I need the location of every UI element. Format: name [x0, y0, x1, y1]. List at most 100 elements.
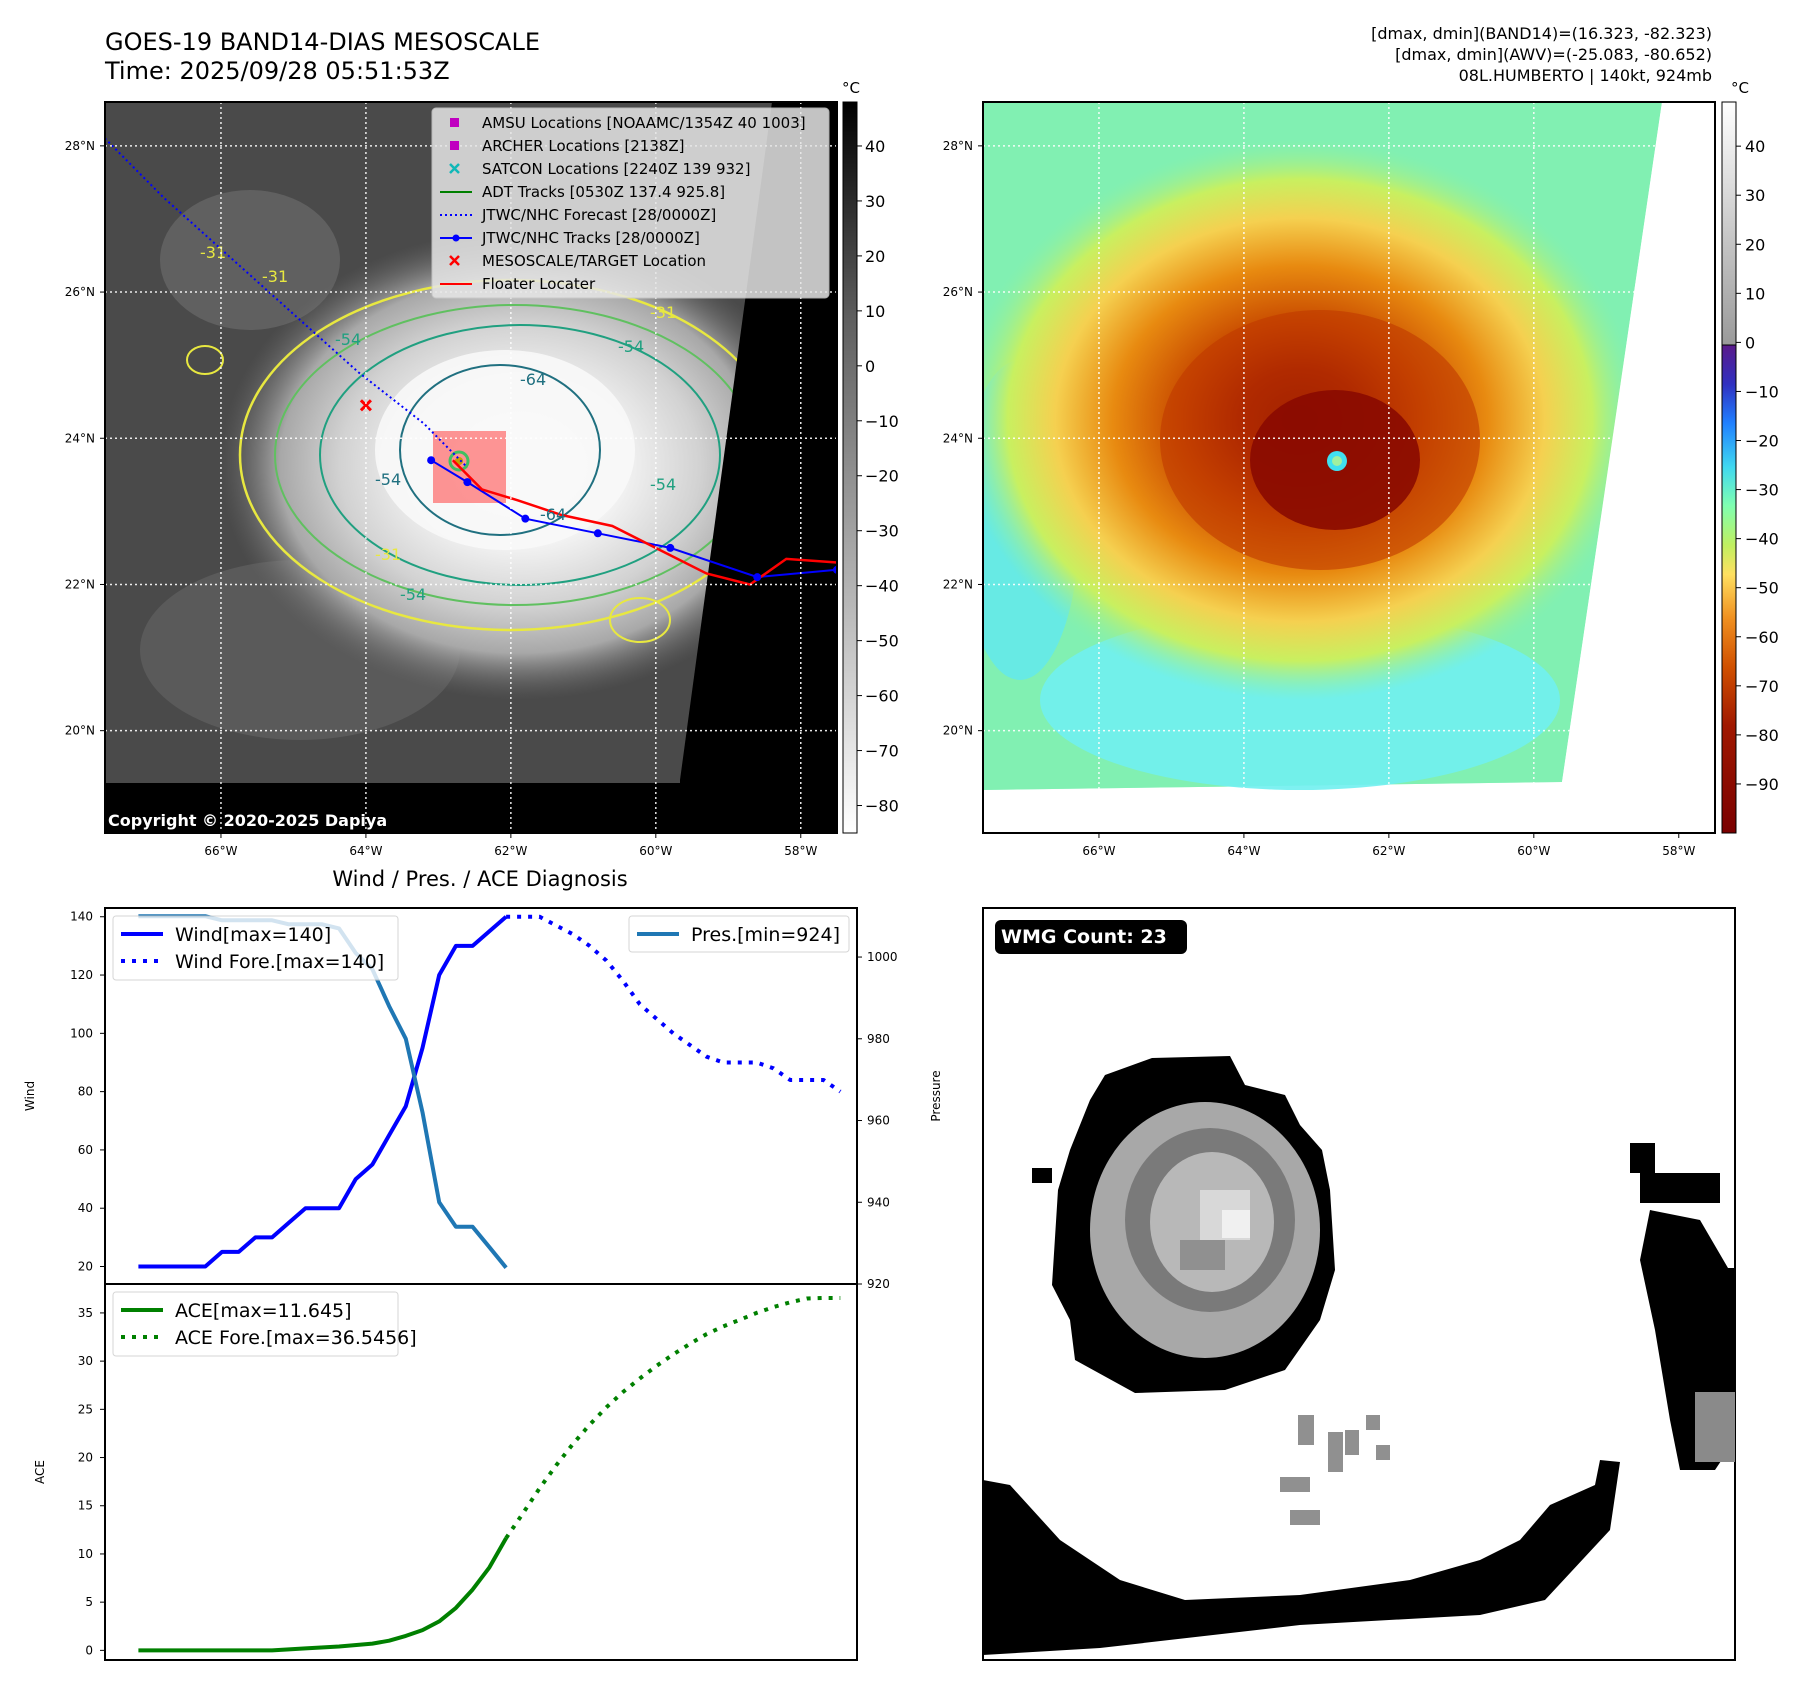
best-track: [430, 459, 837, 579]
target-box: [433, 431, 506, 503]
contour-label: -31: [262, 267, 288, 286]
ir-colorbar: °C 40 30 20 10 0 −10 −20 −30 −40 −50 −60 −70 −80 −90: [1721, 79, 1779, 834]
colorbar-tick-label: −40: [865, 577, 899, 596]
colorbar-unit: °C: [842, 79, 860, 97]
colorbar-unit: °C: [1731, 79, 1749, 97]
lat-tick-label: 26°N: [65, 285, 95, 299]
colorbar-tick-label: −70: [865, 742, 899, 761]
legend-label: MESOSCALE/TARGET Location: [482, 252, 706, 270]
wmg-badge: [995, 920, 1187, 954]
y-tick-label: 5: [85, 1595, 93, 1609]
target-x-mark: [359, 399, 372, 412]
ir-imagery: [983, 102, 1715, 833]
y-tick-label: 35: [78, 1306, 93, 1320]
colorbar-tick-label: −60: [1745, 628, 1779, 647]
legend-label: Wind Fore.[max=140]: [175, 951, 384, 973]
lon-tick-label: 58°W: [784, 844, 817, 858]
copyright: Copyright © 2020-2025 Dapiya: [108, 811, 387, 830]
colorbar-tick-label: −90: [1745, 775, 1779, 794]
legend-marker: [449, 163, 460, 174]
series-line: [138, 1537, 508, 1653]
legend-marker: [449, 255, 460, 266]
track-point: [521, 514, 530, 523]
colorbar-tick-label: −50: [865, 632, 899, 651]
legend-label: ACE Fore.[max=36.5456]: [175, 1327, 417, 1349]
y-right-tick-label: 960: [867, 1114, 890, 1128]
wmg-imagery: [983, 1056, 1735, 1655]
y-right-tick-label: 980: [867, 1032, 890, 1046]
contour-label: -64: [540, 505, 566, 524]
colorbar-tick-label: 40: [865, 137, 885, 156]
diagnosis-panel: Wind / Pres. / ACE Diagnosis 20 40 60 80 100…: [23, 867, 943, 1661]
track-point: [884, 551, 892, 559]
legend-label: JTWC/NHC Forecast [28/0000Z]: [481, 206, 716, 224]
colorbar-tick-label: −30: [865, 522, 899, 541]
track-point: [427, 456, 436, 465]
y-tick-label: 120: [70, 968, 93, 982]
colorbar-tick-label: −80: [1745, 726, 1779, 745]
lat-tick-label: 26°N: [943, 285, 973, 299]
colorbar-tick-label: −50: [1745, 579, 1779, 598]
colorbar-tick-label: −30: [1745, 481, 1779, 500]
contour-label: -54: [650, 475, 676, 494]
colorbar-tick-label: −80: [865, 797, 899, 816]
lon-tick-label: 62°W: [1372, 844, 1405, 858]
storm-info: 08L.HUMBERTO | 140kt, 924mb: [1459, 66, 1712, 85]
y-tick-label: 60: [78, 1143, 93, 1157]
colorbar-tick-label: −10: [865, 412, 899, 431]
legend-marker: [450, 141, 459, 150]
wmg-count: WMG Count: 23: [1001, 926, 1167, 948]
colorbar-tick-label: −20: [1745, 432, 1779, 451]
legend-label: ARCHER Locations [2138Z]: [482, 137, 685, 155]
legend-label: Wind[max=140]: [175, 924, 331, 946]
lon-tick-label: 64°W: [349, 844, 382, 858]
legend-item: JTWC/NHC Tracks [28/0000Z]: [440, 229, 700, 247]
chart-legend: Wind[max=140] Wind Fore.[max=140]: [112, 915, 399, 981]
wmg-panel: WMG Count: 23: [982, 907, 1736, 1661]
lon-tick-label: 66°W: [204, 844, 237, 858]
contour-label: -54: [618, 337, 644, 356]
contour-label: -54: [375, 470, 401, 489]
colorbar-tick-label: 0: [865, 357, 875, 376]
legend-item: MESOSCALE/TARGET Location: [449, 252, 706, 270]
y-tick-label: 80: [78, 1085, 93, 1099]
map-panel: -31 -31 -31 -31 -54 -54 -54 -54 -64 -54 …: [65, 79, 899, 858]
floater-track: [452, 459, 837, 586]
legend-label: Floater Locater: [482, 275, 596, 293]
contour-label: -54: [400, 585, 426, 604]
diagnosis-title: Wind / Pres. / ACE Diagnosis: [332, 867, 627, 891]
figure-time: Time: 2025/09/28 05:51:53Z: [104, 57, 450, 85]
lon-tick-label: 58°W: [1662, 844, 1695, 858]
y-tick-label: 20: [78, 1260, 93, 1274]
legend-item: Floater Locater: [440, 275, 596, 293]
lat-tick-label: 28°N: [943, 139, 973, 153]
lat-tick-label: 24°N: [65, 431, 95, 445]
lat-tick-label: 20°N: [65, 724, 95, 738]
y-tick-label: 40: [78, 1201, 93, 1215]
legend-label: ACE[max=11.645]: [175, 1300, 352, 1322]
chart-legend: ACE[max=11.645] ACE Fore.[max=36.5456]: [112, 1291, 417, 1357]
colorbar-tick-label: −70: [1745, 677, 1779, 696]
y-tick-label: 100: [70, 1026, 93, 1040]
y-tick-label: 25: [78, 1402, 93, 1416]
colorbar-tick-label: 20: [1745, 235, 1765, 254]
contour-label: -31: [375, 545, 401, 564]
track-point: [463, 478, 472, 487]
lat-tick-label: 28°N: [65, 139, 95, 153]
lon-tick-label: 66°W: [1082, 844, 1115, 858]
y-tick-label: 10: [78, 1547, 93, 1561]
lat-tick-label: 22°N: [943, 577, 973, 591]
best-track-points: [427, 456, 892, 582]
lon-tick-label: 62°W: [494, 844, 527, 858]
legend-marker: [452, 234, 460, 242]
contour-label: -31: [650, 303, 676, 322]
legend-label: Pres.[min=924]: [691, 924, 840, 946]
legend-item: JTWC/NHC Forecast [28/0000Z]: [440, 206, 716, 224]
y-right-tick-label: 1000: [867, 950, 898, 964]
legend-label: SATCON Locations [2240Z 139 932]: [482, 160, 750, 178]
awv-range: [dmax, dmin](AWV)=(-25.083, -80.652): [1395, 45, 1712, 64]
y-tick-label: 140: [70, 910, 93, 924]
y-tick-label: 30: [78, 1354, 93, 1368]
wind-axis-label: Wind: [23, 1081, 37, 1111]
